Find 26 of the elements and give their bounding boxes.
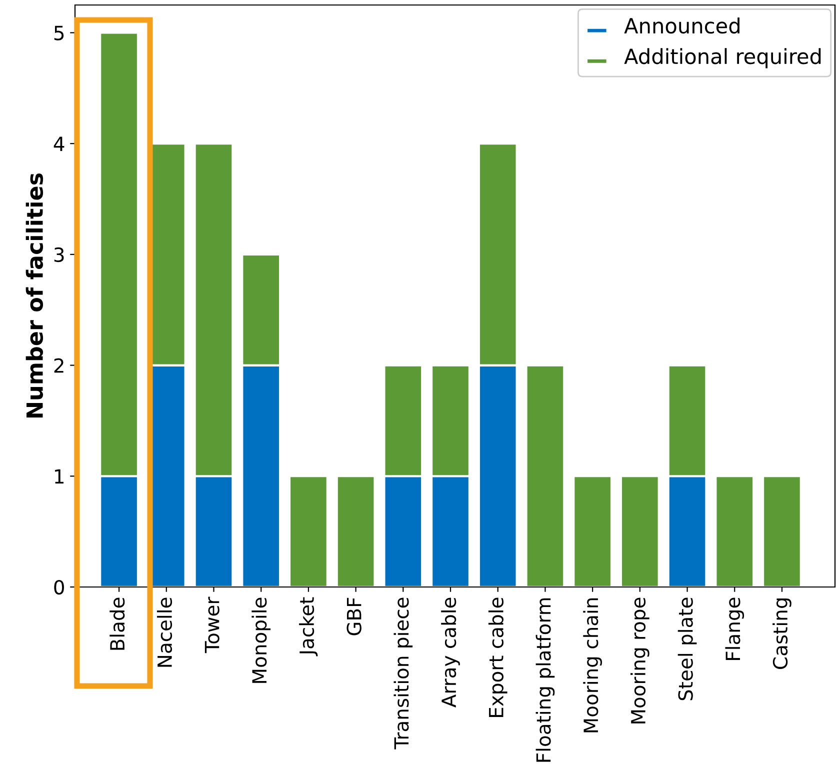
bar <box>336 475 376 587</box>
y-tick-label: 4 <box>54 136 64 151</box>
x-tick-label: Mooring rope <box>630 598 650 724</box>
x-tick-label: Tower <box>204 596 220 654</box>
y-tick-label: 0 <box>54 580 64 595</box>
x-tick-label: Nacelle <box>156 598 172 667</box>
y-tick-label: 5 <box>54 26 64 40</box>
x-tick-label: Mooring chain <box>583 598 602 732</box>
x-tick-label: Jacket <box>299 597 318 656</box>
x-tick-label: Monopile <box>252 598 271 683</box>
y-tick-label: 1 <box>55 469 64 484</box>
x-tick-label: Transition piece <box>394 598 413 750</box>
y-tick-label: 2 <box>54 358 64 373</box>
x-tick-label: Steel plate <box>678 598 697 700</box>
bar <box>525 364 566 587</box>
x-tick-label: Export cable <box>488 598 508 717</box>
y-axis-title: Number of facilities <box>26 173 44 418</box>
x-tick-label: Array cable <box>441 598 460 708</box>
x-tick-label: Casting <box>772 598 792 669</box>
x-tick-label: Flange <box>725 598 744 660</box>
legend-label: Announced <box>624 18 740 34</box>
legend-label: Additional required <box>624 48 821 68</box>
x-tick-label: Blade <box>110 598 125 650</box>
x-tick-label: Floating platform <box>536 598 555 762</box>
x-tick-label: GBF <box>346 598 362 636</box>
y-tick-label: 3 <box>54 247 64 262</box>
